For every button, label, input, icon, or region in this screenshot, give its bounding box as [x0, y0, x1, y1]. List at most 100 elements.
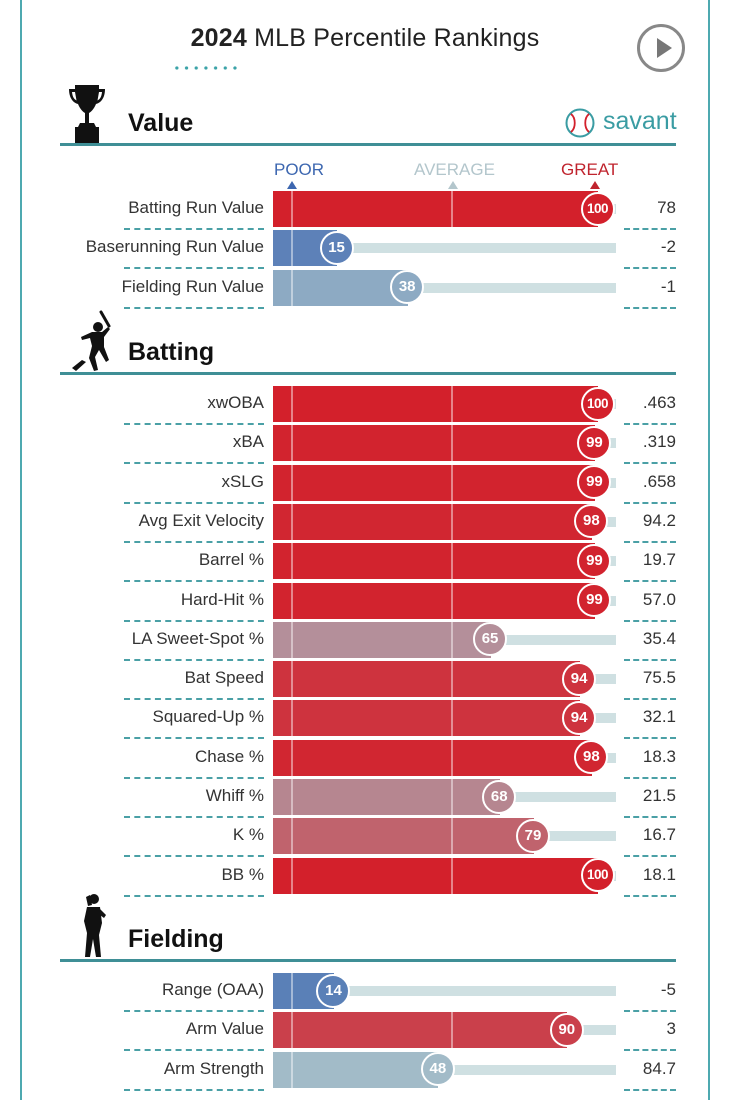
metric-value: .319: [642, 432, 676, 452]
row-divider-left: [124, 228, 264, 230]
bar-reference-line: [451, 739, 453, 776]
metric-value: .463: [642, 393, 676, 412]
row-divider-left: [124, 737, 264, 740]
title-text: MLB Percentile Rankings: [254, 24, 540, 52]
metric-value: 18.3: [642, 746, 676, 766]
row-divider-right: [624, 658, 676, 661]
scale-label-poor: POOR: [274, 160, 325, 179]
metric-label: xSLG: [221, 471, 264, 491]
row-divider-right: [624, 894, 676, 897]
metric-label: Chase %: [195, 746, 264, 766]
percentile-bar[interactable]: [273, 818, 534, 855]
percentile-badge: 100: [580, 858, 615, 893]
metric-label: Batting Run Value: [128, 198, 264, 217]
row-divider-left: [124, 267, 264, 270]
metric-value: 35.4: [642, 628, 676, 648]
percentile-badge: 100: [580, 386, 615, 421]
metric-label: LA Sweet-Spot %: [131, 628, 264, 648]
scale-label-average: AVERAGE: [414, 160, 495, 179]
metric-value: 21.5: [642, 786, 676, 805]
percentile-bar[interactable]: [273, 503, 592, 540]
bar-reference-line: [291, 857, 293, 894]
bar-reference-line: [291, 269, 293, 306]
scale-marker-average: [448, 181, 458, 189]
percentile-bar[interactable]: [273, 582, 595, 619]
row-divider-left: [124, 658, 264, 661]
bar-reference-line: [291, 1051, 293, 1088]
metric-value: -5: [660, 980, 676, 999]
section-header-value: Value: [60, 85, 676, 146]
bar-reference-line: [291, 464, 293, 501]
section-rule: [60, 959, 676, 962]
percentile-badge: 98: [574, 504, 609, 539]
percentile-bar[interactable]: [273, 1051, 439, 1088]
row-divider-left: [124, 1049, 264, 1052]
percentile-bar[interactable]: [273, 779, 500, 815]
percentile-badge: 99: [577, 425, 612, 460]
bar-reference-line: [291, 425, 293, 462]
bar-track: [273, 986, 616, 996]
row-divider-right: [624, 1049, 676, 1052]
metric-label: Range (OAA): [161, 980, 264, 999]
row-divider-left: [124, 698, 264, 701]
bar-reference-line: [291, 700, 293, 737]
row-divider-right: [624, 776, 676, 779]
metric-value: -2: [660, 237, 676, 257]
percentile-bar[interactable]: [273, 661, 580, 698]
percentile-badge: 14: [316, 973, 351, 1008]
percentile-bar[interactable]: [273, 191, 598, 227]
row-divider-left: [124, 816, 264, 818]
bar-reference-line: [451, 621, 453, 658]
metric-value: 18.1: [642, 864, 676, 884]
row-divider-right: [624, 228, 676, 230]
section-header-fielding: Fielding: [60, 894, 676, 962]
metric-value: 84.7: [642, 1058, 676, 1078]
row-divider-left: [124, 580, 264, 583]
row-divider-right: [624, 501, 676, 504]
bar-reference-line: [291, 779, 293, 815]
bar-reference-line: [291, 582, 293, 619]
metric-label: Whiff %: [205, 786, 264, 805]
batter-icon: [72, 310, 111, 371]
percentile-bar[interactable]: [273, 621, 491, 658]
percentile-bar[interactable]: [273, 1012, 568, 1049]
percentile-bar[interactable]: [273, 857, 598, 894]
bar-reference-line: [291, 661, 293, 698]
percentile-badge: 48: [420, 1052, 455, 1087]
metric-value: 94.2: [642, 510, 676, 530]
metric-label: xwOBA: [207, 393, 264, 412]
percentile-badge: 94: [562, 700, 597, 735]
metric-value: 57.0: [642, 589, 676, 609]
row-divider-left: [124, 462, 264, 465]
percentile-bar[interactable]: [273, 269, 408, 306]
row-divider-left: [124, 894, 264, 897]
row-divider-left: [124, 1088, 264, 1091]
row-divider-left: [124, 501, 264, 504]
percentile-bar[interactable]: [273, 425, 595, 462]
percentile-bar[interactable]: [273, 464, 595, 501]
row-divider-right: [624, 1088, 676, 1091]
metric-label: Squared-Up %: [152, 707, 264, 727]
row-divider-right: [624, 737, 676, 740]
title-dots-decoration: [172, 66, 240, 70]
frame-left-border: [20, 0, 22, 1100]
percentile-bar[interactable]: [273, 543, 595, 580]
percentile-badge: 90: [549, 1012, 584, 1047]
bar-reference-line: [291, 818, 293, 855]
bar-reference-line: [451, 464, 453, 501]
percentile-bar[interactable]: [273, 700, 580, 737]
metric-value: 32.1: [642, 707, 676, 727]
bar-reference-line: [451, 543, 453, 580]
row-divider-right: [624, 306, 676, 309]
bar-reference-line: [291, 543, 293, 580]
percentile-badge: 98: [574, 740, 609, 775]
row-divider-left: [124, 776, 264, 779]
play-button[interactable]: [637, 24, 685, 72]
scale-label-great: GREAT: [561, 160, 619, 179]
metric-value: 75.5: [642, 668, 676, 688]
row-divider-left: [124, 855, 264, 858]
trophy-icon: [69, 85, 105, 143]
percentile-bar[interactable]: [273, 739, 592, 776]
bar-reference-line: [291, 503, 293, 540]
percentile-bar[interactable]: [273, 386, 598, 422]
